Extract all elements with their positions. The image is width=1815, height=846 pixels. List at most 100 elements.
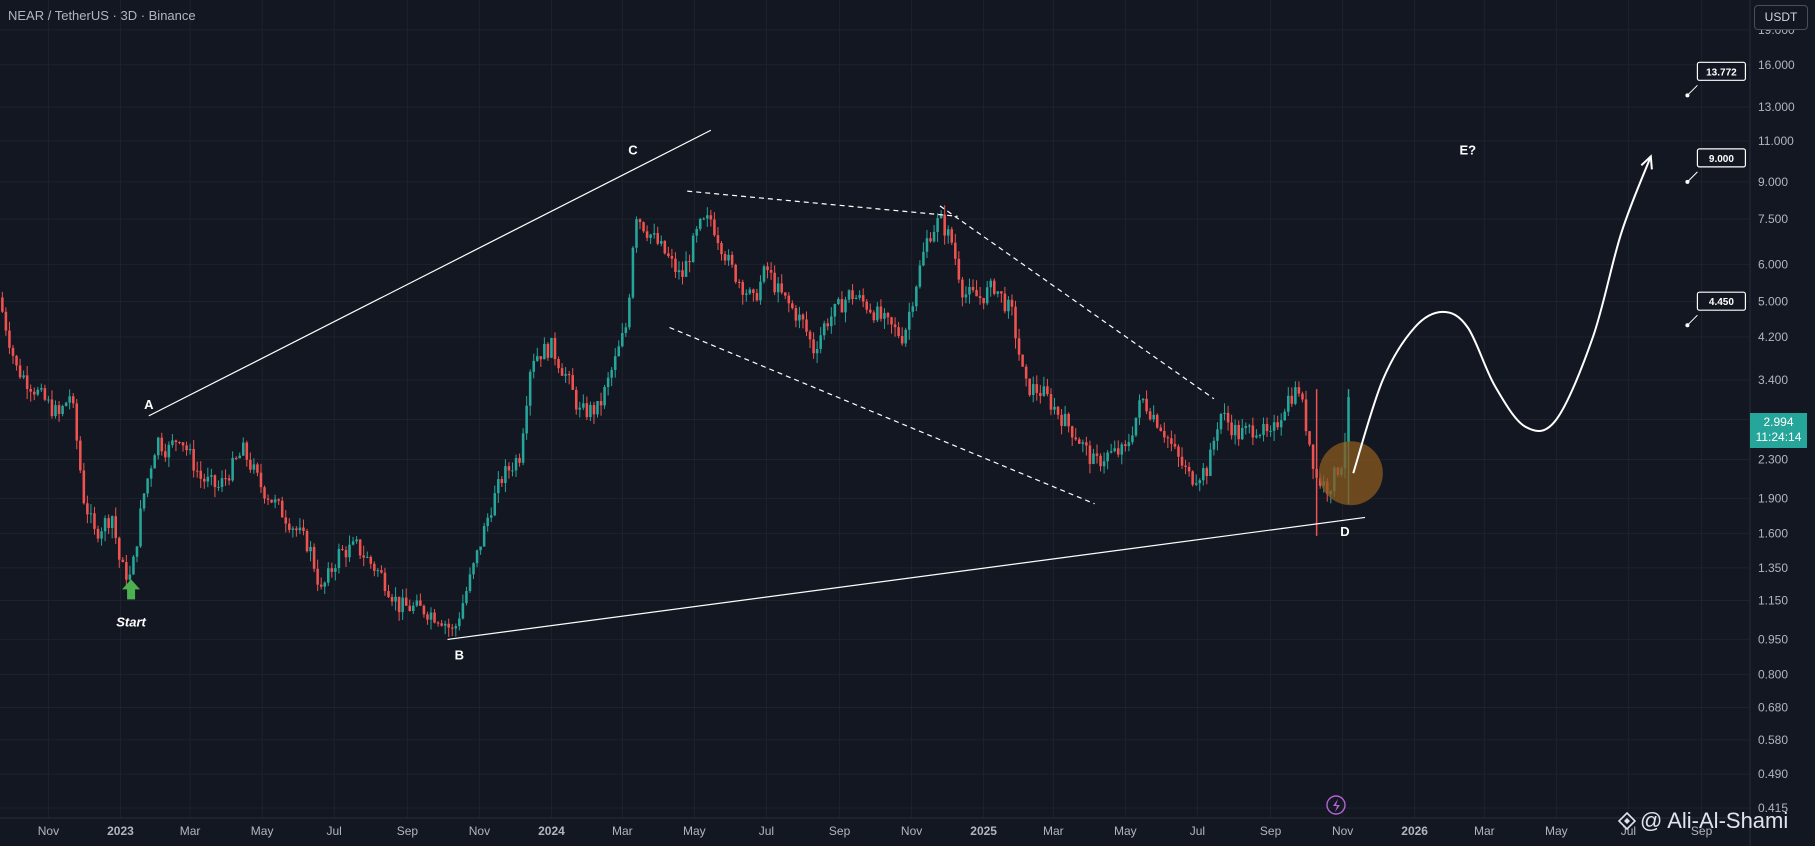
candles (1, 205, 1350, 637)
candle (550, 337, 553, 358)
candle (1099, 453, 1102, 472)
x-tick-label: Mar (1043, 824, 1064, 838)
candle-body (68, 396, 71, 403)
candle-body (826, 323, 830, 327)
candle-body (886, 313, 890, 318)
candle (1074, 428, 1078, 441)
candle (238, 452, 241, 459)
diamond-logo-icon (1618, 812, 1636, 830)
candle (365, 551, 369, 559)
candle (1134, 417, 1138, 438)
candle (454, 623, 458, 637)
candle (100, 527, 103, 546)
candle-body (188, 448, 192, 451)
lightning-icon[interactable] (1326, 795, 1346, 815)
candle (1124, 440, 1127, 452)
candle (950, 226, 954, 245)
candle (539, 356, 543, 367)
candle-body (1085, 442, 1088, 446)
candle (1308, 431, 1311, 447)
trendline (148, 129, 712, 417)
candle-body (1265, 423, 1269, 432)
candle (748, 287, 752, 295)
candle (358, 538, 362, 559)
candle-body (964, 294, 968, 298)
candle-body (950, 229, 954, 243)
candle (1155, 413, 1159, 429)
candle-body (440, 623, 443, 626)
candle (730, 251, 734, 268)
candle-body (1092, 453, 1095, 464)
candle (769, 262, 773, 280)
candle (783, 292, 787, 300)
candle-body (64, 402, 68, 407)
candle (1301, 391, 1304, 403)
candle-body (475, 550, 479, 564)
x-tick-label: Nov (1332, 824, 1353, 838)
candle-body (291, 528, 295, 530)
candle (861, 288, 865, 308)
candle-body (1067, 413, 1070, 427)
candle-body (851, 290, 854, 300)
candle-body (1056, 406, 1060, 415)
candle (840, 291, 844, 313)
candle (160, 432, 164, 456)
y-tick-label: 1.150 (1758, 594, 1788, 608)
candle (872, 310, 876, 324)
candle-body (220, 478, 224, 487)
candle (1042, 376, 1046, 397)
candle-body (1155, 414, 1159, 428)
candle-body (404, 597, 408, 606)
candle (1194, 474, 1198, 486)
candle (1070, 425, 1074, 446)
candle (341, 545, 344, 551)
candle (762, 264, 766, 284)
candle (142, 492, 146, 512)
candle-body (110, 516, 114, 528)
candle-body (319, 584, 323, 587)
candle-body (798, 314, 801, 321)
candle (500, 476, 504, 488)
candle-body (624, 327, 628, 334)
candle-body (748, 289, 752, 294)
candle (199, 461, 203, 488)
y-tick-label: 9.000 (1758, 175, 1788, 189)
candle (560, 363, 564, 377)
candle (745, 289, 748, 302)
channel-line-dashed (687, 190, 958, 217)
candle (978, 287, 982, 305)
x-tick-label: Nov (901, 824, 922, 838)
candle-body (1290, 395, 1294, 404)
candle-body (610, 369, 613, 378)
candle (897, 321, 900, 339)
candle (54, 400, 57, 419)
candle (543, 337, 546, 360)
candle (468, 567, 472, 594)
candle (1209, 442, 1212, 477)
candle (79, 436, 82, 474)
candle-body (631, 247, 635, 298)
candle (904, 327, 907, 347)
candle-body (96, 528, 100, 539)
trendline (447, 516, 1366, 641)
candle (1294, 381, 1297, 406)
candle (985, 280, 989, 306)
candle (964, 286, 968, 304)
channel-line-dashed (669, 326, 1095, 505)
candle-body (75, 403, 79, 441)
candle (1088, 440, 1092, 474)
candle (971, 279, 975, 293)
candle (50, 390, 54, 419)
candle-body (100, 531, 103, 539)
candle (1003, 286, 1007, 314)
candle (805, 311, 808, 336)
currency-button[interactable]: USDT (1754, 5, 1808, 30)
candle-body (1159, 427, 1163, 431)
candle (869, 303, 872, 314)
candle (149, 465, 153, 487)
candle-body (128, 574, 132, 580)
candle (249, 452, 252, 473)
candle-body (603, 386, 606, 406)
candle-body (1237, 424, 1240, 440)
